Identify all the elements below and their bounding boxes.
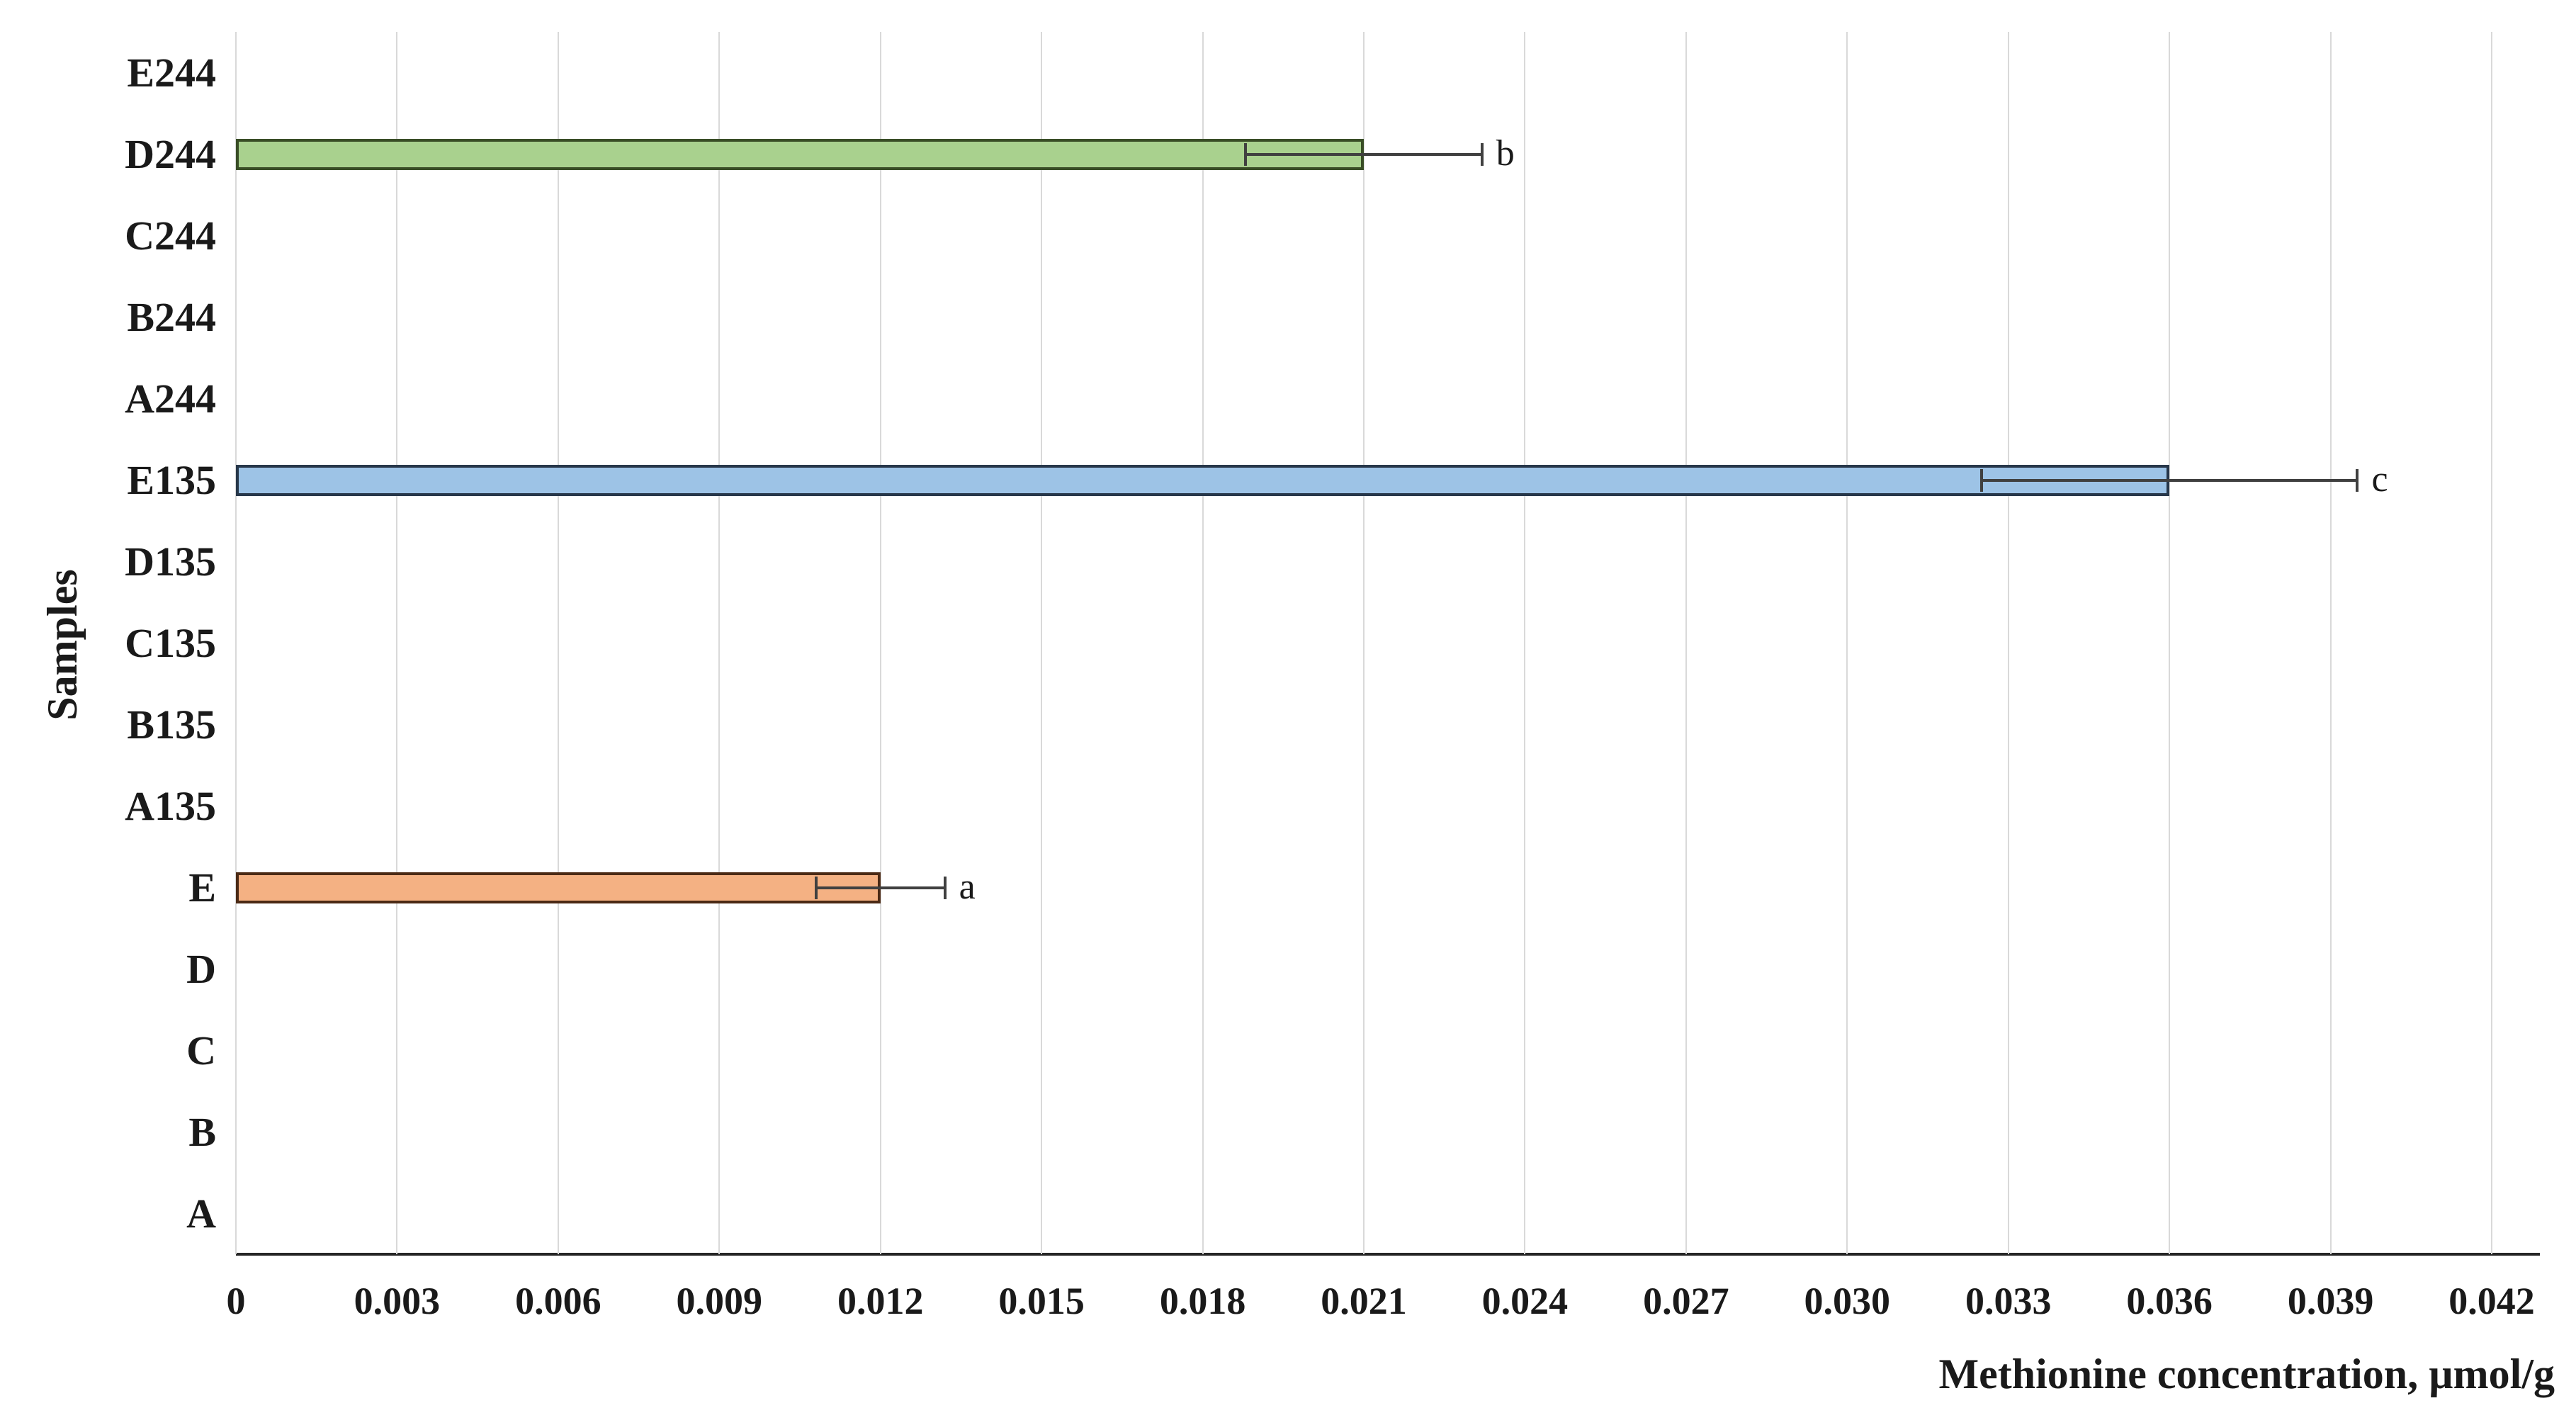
gridline <box>2329 32 2332 1254</box>
significance-letter-b: b <box>1496 133 1515 174</box>
x-axis-title: Methionine concentration, µmol/g <box>1938 1351 2555 1397</box>
gridline <box>2491 32 2492 1254</box>
error-bar-cap <box>814 876 818 899</box>
error-bar-cap <box>1244 142 1248 166</box>
x-tick-label: 0.006 <box>515 1280 601 1322</box>
category-label-d135: D135 <box>125 538 216 585</box>
gridline <box>2007 32 2009 1254</box>
gridline <box>557 32 559 1254</box>
category-label-b135: B135 <box>127 701 216 748</box>
x-tick-label: 0.024 <box>1481 1280 1569 1322</box>
error-bar-d244 <box>1245 152 1482 156</box>
error-bar-cap <box>1480 142 1484 166</box>
category-label-d: D <box>186 945 216 992</box>
gridline <box>1363 32 1365 1254</box>
category-label-b: B <box>188 1108 216 1155</box>
gridline <box>1685 32 1687 1254</box>
category-label-c135: C135 <box>125 619 216 666</box>
category-label-b244: B244 <box>127 293 216 340</box>
x-tick-label: 0.003 <box>354 1280 441 1322</box>
gridline <box>1524 32 1526 1254</box>
category-label-c: C <box>186 1027 216 1074</box>
x-axis-line <box>236 1253 2540 1256</box>
x-tick-label: 0.012 <box>837 1280 924 1322</box>
error-bar-cap <box>943 876 947 899</box>
category-label-a135: A135 <box>125 782 216 829</box>
error-bar-cap <box>1979 468 1983 492</box>
significance-letter-a: a <box>959 866 976 907</box>
category-label-e244: E244 <box>127 49 216 96</box>
x-tick-label: 0.018 <box>1159 1280 1246 1322</box>
bar-d244 <box>236 138 1364 170</box>
gridline <box>235 32 237 1254</box>
x-tick-label: 0.036 <box>2126 1280 2213 1322</box>
category-label-e135: E135 <box>127 456 216 503</box>
category-label-a: A <box>186 1190 216 1237</box>
error-bar-e135 <box>1981 478 2358 482</box>
x-tick-label: 0 <box>226 1280 246 1322</box>
gridline <box>879 32 881 1254</box>
bar-e <box>236 872 881 903</box>
category-label-e: E <box>188 864 216 911</box>
gridline <box>396 32 398 1254</box>
bar-e135 <box>236 464 2170 496</box>
error-bar-e <box>815 886 945 889</box>
gridline <box>2169 32 2171 1254</box>
x-tick-label: 0.015 <box>998 1280 1085 1322</box>
x-tick-label: 0.021 <box>1321 1280 1407 1322</box>
x-tick-label: 0.030 <box>1804 1280 1891 1322</box>
error-bar-cap <box>2356 468 2359 492</box>
category-label-a244: A244 <box>125 375 216 422</box>
gridline <box>1202 32 1204 1254</box>
x-tick-label: 0.042 <box>2448 1280 2535 1322</box>
gridline <box>1846 32 1848 1254</box>
significance-letter-c: c <box>2371 458 2388 500</box>
x-tick-label: 0.039 <box>2287 1280 2374 1322</box>
x-tick-label: 0.009 <box>676 1280 763 1322</box>
category-label-c244: C244 <box>125 212 216 259</box>
x-tick-label: 0.027 <box>1643 1280 1729 1322</box>
gridline <box>718 32 721 1254</box>
x-tick-label: 0.033 <box>1965 1280 2052 1322</box>
gridline <box>1041 32 1043 1254</box>
category-label-d244: D244 <box>125 130 216 177</box>
